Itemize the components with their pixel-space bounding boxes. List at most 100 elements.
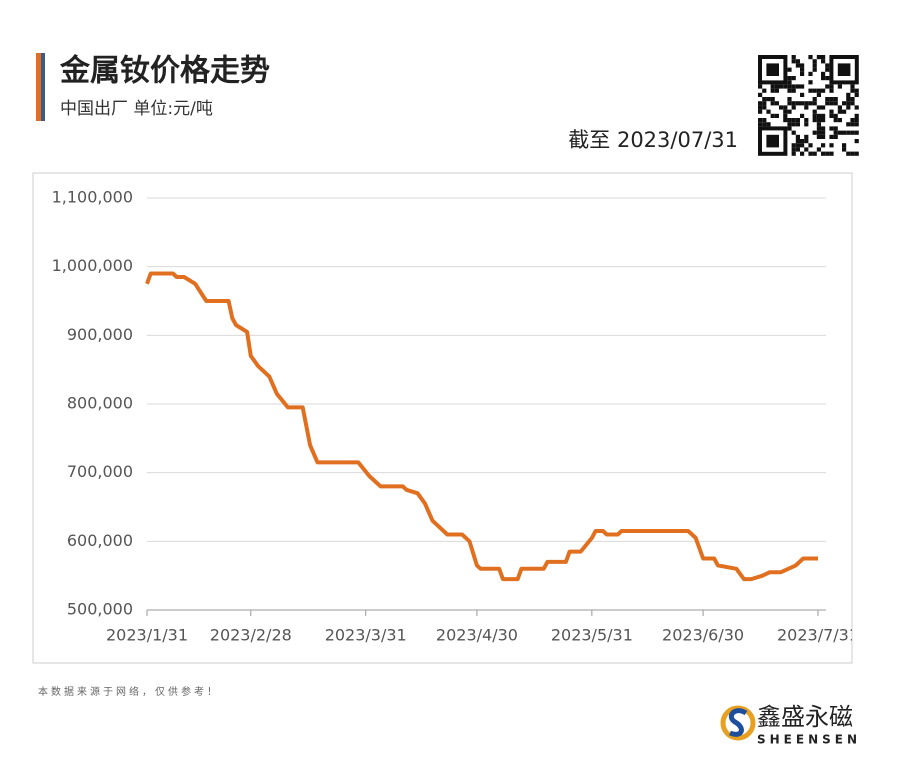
qr-cell <box>800 84 805 89</box>
qr-cell <box>816 122 821 127</box>
qr-cell <box>846 151 851 156</box>
x-tick-label: 2023/2/28 <box>210 626 292 645</box>
qr-cell <box>808 71 813 76</box>
x-tick-label: 2023/7/31 <box>777 626 859 645</box>
qr-cell <box>770 84 775 89</box>
qr-cell <box>762 122 767 127</box>
qr-cell <box>821 118 826 123</box>
qr-cell <box>825 84 830 89</box>
y-tick-label: 600,000 <box>67 531 133 550</box>
qr-cell <box>795 84 800 89</box>
qr-cell <box>850 130 855 135</box>
qr-cell <box>808 101 813 106</box>
qr-cell <box>850 118 855 123</box>
y-tick-label: 1,100,000 <box>52 188 133 207</box>
qr-cell <box>842 147 847 152</box>
qr-cell <box>816 126 821 131</box>
qr-cell <box>787 109 792 114</box>
qr-cell <box>821 151 826 156</box>
qr-cell <box>854 92 859 97</box>
qr-cell <box>816 130 821 135</box>
qr-cell <box>779 105 784 110</box>
qr-cell <box>825 151 830 156</box>
qr-cell <box>795 118 800 123</box>
qr-cell <box>800 139 805 144</box>
qr-cell <box>783 113 788 118</box>
qr-cell <box>812 88 817 93</box>
qr-cell <box>821 55 826 60</box>
subtitle: 中国出厂 单位:元/吨 <box>60 99 213 119</box>
qr-cell <box>854 105 859 110</box>
qr-cell <box>821 126 826 131</box>
qr-cell <box>787 76 792 81</box>
x-tick-label: 2023/1/31 <box>106 626 188 645</box>
qr-cell <box>846 97 851 102</box>
qr-cell <box>842 143 847 148</box>
qr-cell <box>846 105 851 110</box>
qr-cell <box>854 130 859 135</box>
y-tick-label: 500,000 <box>67 600 133 619</box>
qr-cell <box>791 122 796 127</box>
qr-cell <box>791 105 796 110</box>
qr-cell <box>829 151 834 156</box>
qr-cell <box>758 109 763 114</box>
qr-finder <box>766 63 779 76</box>
qr-cell <box>762 97 767 102</box>
qr-cell <box>829 126 834 131</box>
qr-cell <box>783 118 788 123</box>
qr-cell <box>821 113 826 118</box>
qr-cell <box>758 84 763 89</box>
qr-cell <box>770 101 775 106</box>
qr-cell <box>812 109 817 114</box>
qr-cell <box>766 122 771 127</box>
qr-cell <box>800 113 805 118</box>
qr-cell <box>795 143 800 148</box>
qr-cell <box>833 134 838 139</box>
qr-cell <box>800 143 805 148</box>
qr-cell <box>800 63 805 68</box>
qr-cell <box>800 67 805 72</box>
qr-cell <box>762 101 767 106</box>
qr-cell <box>825 97 830 102</box>
qr-cell <box>846 122 851 127</box>
qr-cell <box>825 101 830 106</box>
qr-cell <box>804 118 809 123</box>
qr-cell <box>791 84 796 89</box>
qr-cell <box>833 101 838 106</box>
qr-cell <box>812 113 817 118</box>
qr-cell <box>825 63 830 68</box>
qr-cell <box>829 88 834 93</box>
accent-bar <box>41 53 45 121</box>
qr-cell <box>770 97 775 102</box>
qr-cell <box>791 147 796 152</box>
y-tick-label: 1,000,000 <box>52 256 133 275</box>
qr-cell <box>812 67 817 72</box>
qr-cell <box>816 55 821 60</box>
qr-cell <box>812 151 817 156</box>
qr-cell <box>795 147 800 152</box>
qr-cell <box>850 88 855 93</box>
qr-cell <box>804 139 809 144</box>
qr-cell <box>854 151 859 156</box>
qr-cell <box>766 97 771 102</box>
qr-cell <box>791 151 796 156</box>
qr-cell <box>800 71 805 76</box>
qr-cell <box>842 101 847 106</box>
qr-cell <box>812 101 817 106</box>
qr-cell <box>829 97 834 102</box>
qr-cell <box>854 122 859 127</box>
qr-cell <box>791 101 796 106</box>
qr-finder <box>837 63 851 76</box>
qr-cell <box>821 71 826 76</box>
qr-cell <box>758 118 763 123</box>
qr-cell <box>816 88 821 93</box>
qr-cell <box>821 88 826 93</box>
qr-cell <box>837 130 842 135</box>
x-tick-label: 2023/4/30 <box>436 626 518 645</box>
qr-cell <box>787 97 792 102</box>
qr-code <box>758 55 859 156</box>
line-series <box>145 271 818 582</box>
qr-cell <box>812 63 817 68</box>
qr-cell <box>837 109 842 114</box>
logo-s <box>728 708 748 737</box>
